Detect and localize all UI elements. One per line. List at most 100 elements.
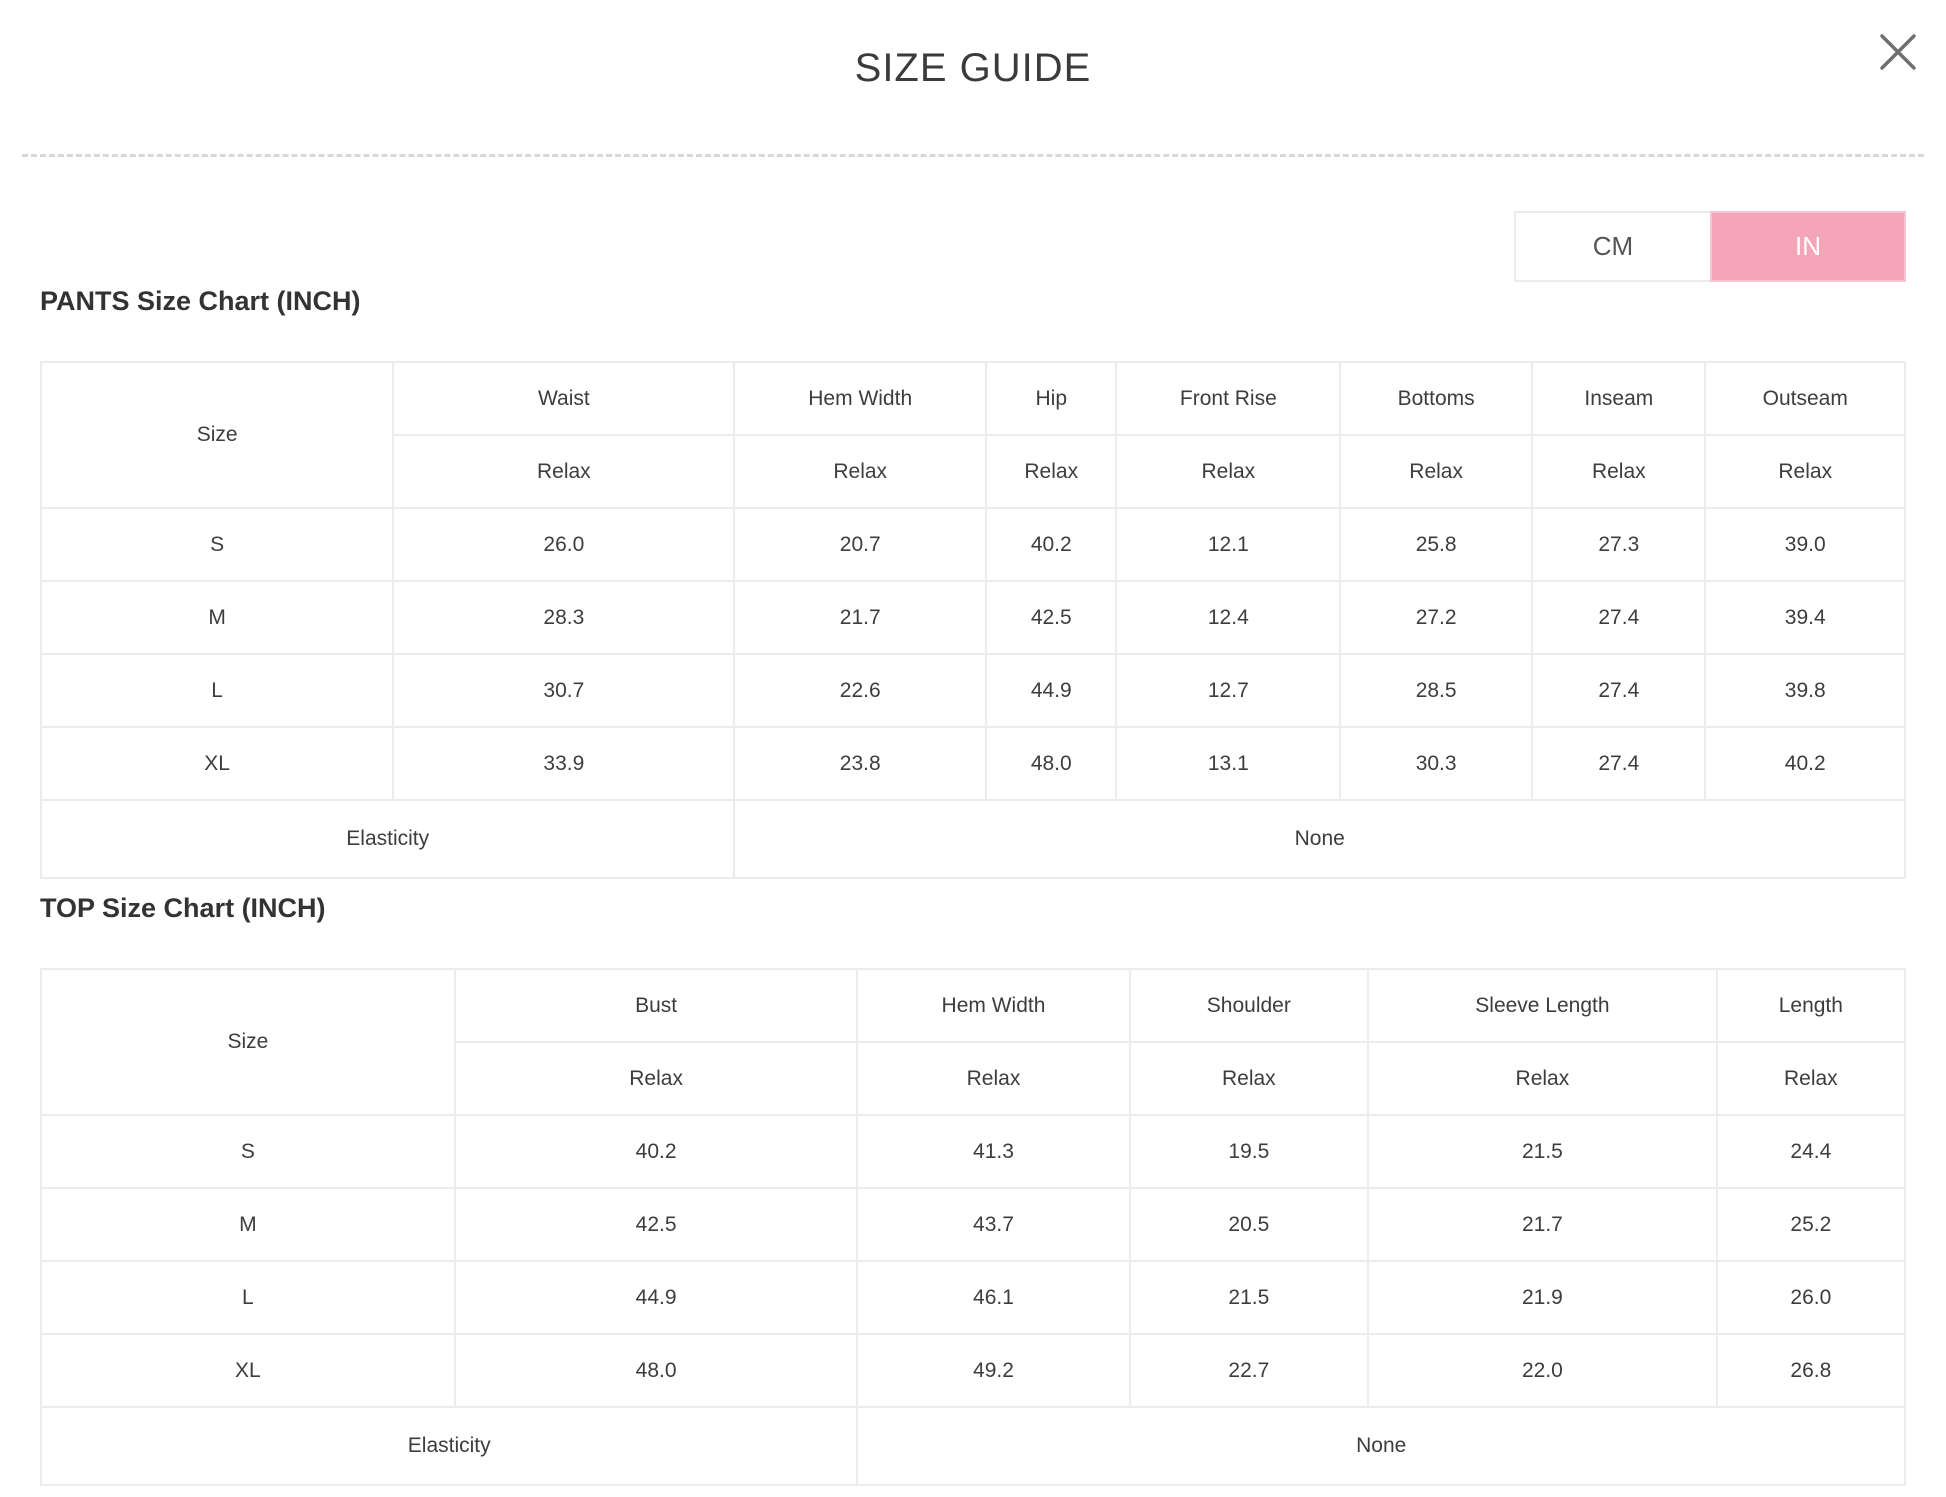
value-cell: 46.1 bbox=[856, 1260, 1131, 1335]
col-header-waist: Waist bbox=[392, 361, 736, 436]
top-header-row: Size Bust Hem Width Shoulder Sleeve Leng… bbox=[40, 968, 1907, 1116]
sub-header-cell: Relax bbox=[1128, 1041, 1370, 1116]
sub-header-cell: Relax bbox=[1704, 434, 1906, 509]
value-cell: 22.6 bbox=[733, 653, 988, 728]
sub-header-cell: Relax bbox=[733, 434, 988, 509]
unit-toggle-row: CM IN bbox=[40, 211, 1906, 282]
value-cell: 30.3 bbox=[1339, 726, 1534, 801]
close-icon bbox=[1870, 34, 1926, 83]
value-cell: 21.5 bbox=[1128, 1260, 1370, 1335]
elasticity-row: Elasticity None bbox=[39, 1406, 1906, 1486]
value-cell: 28.5 bbox=[1339, 653, 1534, 728]
size-cell: M bbox=[39, 580, 395, 655]
top-chart-heading: TOP Size Chart (INCH) bbox=[40, 893, 326, 923]
table-row: S 26.0 20.7 40.2 12.1 25.8 27.3 39.0 bbox=[39, 507, 1906, 582]
col-header-size: Size bbox=[39, 361, 395, 509]
unit-toggle: CM IN bbox=[1514, 211, 1906, 282]
elasticity-label-cell: Elasticity bbox=[39, 1406, 859, 1486]
value-cell: 22.0 bbox=[1367, 1333, 1718, 1408]
value-cell: 39.0 bbox=[1704, 507, 1906, 582]
size-cell: XL bbox=[39, 726, 395, 801]
size-cell: S bbox=[40, 1114, 456, 1189]
value-cell: 28.3 bbox=[392, 580, 736, 655]
value-cell: 27.2 bbox=[1339, 580, 1534, 655]
value-cell: 39.4 bbox=[1704, 580, 1906, 655]
value-cell: 21.5 bbox=[1367, 1114, 1718, 1189]
col-header-front-rise: Front Rise bbox=[1115, 361, 1342, 436]
table-row: S 40.2 41.3 19.5 21.5 24.4 bbox=[40, 1114, 1907, 1189]
value-cell: 43.7 bbox=[856, 1187, 1131, 1262]
top-subheader-row: Relax Relax Relax Relax Relax bbox=[41, 1041, 1907, 1116]
col-header-sleeve-length: Sleeve Length bbox=[1367, 968, 1718, 1043]
table-row: XL 48.0 49.2 22.7 22.0 26.8 bbox=[40, 1333, 1907, 1408]
table-row: L 30.7 22.6 44.9 12.7 28.5 27.4 39.8 bbox=[39, 653, 1906, 728]
table-row: L 44.9 46.1 21.5 21.9 26.0 bbox=[40, 1260, 1907, 1335]
modal-content: CM IN PANTS Size Chart (INCH) Size Waist… bbox=[39, 211, 1907, 1486]
value-cell: 44.9 bbox=[985, 653, 1118, 728]
value-cell: 42.5 bbox=[985, 580, 1118, 655]
value-cell: 27.4 bbox=[1531, 580, 1707, 655]
close-button[interactable] bbox=[1870, 24, 1926, 80]
value-cell: 21.9 bbox=[1367, 1260, 1718, 1335]
value-cell: 12.4 bbox=[1115, 580, 1342, 655]
value-cell: 48.0 bbox=[985, 726, 1118, 801]
col-header-inseam: Inseam bbox=[1531, 361, 1707, 436]
size-cell: S bbox=[39, 507, 395, 582]
sub-header-cell: Relax bbox=[985, 434, 1118, 509]
col-header-hem-width: Hem Width bbox=[856, 968, 1131, 1043]
col-header-hip: Hip bbox=[985, 361, 1118, 436]
col-header-length: Length bbox=[1715, 968, 1907, 1043]
col-header-hem-width: Hem Width bbox=[733, 361, 988, 436]
elasticity-label-cell: Elasticity bbox=[39, 799, 736, 879]
value-cell: 40.2 bbox=[985, 507, 1118, 582]
value-cell: 27.4 bbox=[1531, 726, 1707, 801]
sub-header-cell: Relax bbox=[392, 434, 736, 509]
elasticity-value-cell: None bbox=[856, 1406, 1906, 1486]
size-cell: L bbox=[40, 1260, 456, 1335]
value-cell: 26.8 bbox=[1715, 1333, 1907, 1408]
value-cell: 26.0 bbox=[1715, 1260, 1907, 1335]
sub-header-cell: Relax bbox=[1367, 1041, 1718, 1116]
value-cell: 12.1 bbox=[1115, 507, 1342, 582]
value-cell: 40.2 bbox=[453, 1114, 859, 1189]
value-cell: 21.7 bbox=[733, 580, 988, 655]
value-cell: 20.5 bbox=[1128, 1187, 1370, 1262]
size-cell: L bbox=[39, 653, 395, 728]
elasticity-value-cell: None bbox=[733, 799, 1906, 879]
value-cell: 27.3 bbox=[1531, 507, 1707, 582]
table-row: M 42.5 43.7 20.5 21.7 25.2 bbox=[40, 1187, 1907, 1262]
sub-header-cell: Relax bbox=[1339, 434, 1534, 509]
table-row: XL 33.9 23.8 48.0 13.1 30.3 27.4 40.2 bbox=[39, 726, 1906, 801]
value-cell: 33.9 bbox=[392, 726, 736, 801]
dashed-divider bbox=[22, 154, 1924, 157]
sub-header-cell: Relax bbox=[1115, 434, 1342, 509]
sub-header-cell: Relax bbox=[453, 1041, 859, 1116]
col-header-bust: Bust bbox=[453, 968, 859, 1043]
size-cell: M bbox=[40, 1187, 456, 1262]
value-cell: 27.4 bbox=[1531, 653, 1707, 728]
value-cell: 22.7 bbox=[1128, 1333, 1370, 1408]
top-size-table: Size Bust Hem Width Shoulder Sleeve Leng… bbox=[39, 968, 1907, 1486]
pants-header-row: Size Waist Hem Width Hip Front Rise Bott… bbox=[39, 361, 1906, 509]
value-cell: 41.3 bbox=[856, 1114, 1131, 1189]
col-header-bottoms: Bottoms bbox=[1339, 361, 1534, 436]
sub-header-cell: Relax bbox=[1715, 1041, 1907, 1116]
sub-header-cell: Relax bbox=[1531, 434, 1707, 509]
col-header-size: Size bbox=[40, 968, 456, 1116]
sub-header-cell: Relax bbox=[856, 1041, 1131, 1116]
value-cell: 20.7 bbox=[733, 507, 988, 582]
value-cell: 39.8 bbox=[1704, 653, 1906, 728]
value-cell: 44.9 bbox=[453, 1260, 859, 1335]
unit-cm-button[interactable]: CM bbox=[1514, 211, 1710, 282]
value-cell: 24.4 bbox=[1715, 1114, 1907, 1189]
value-cell: 42.5 bbox=[453, 1187, 859, 1262]
pants-chart-heading: PANTS Size Chart (INCH) bbox=[40, 286, 361, 316]
pants-size-table: Size Waist Hem Width Hip Front Rise Bott… bbox=[39, 361, 1906, 879]
value-cell: 30.7 bbox=[392, 653, 736, 728]
size-cell: XL bbox=[40, 1333, 456, 1408]
unit-in-button[interactable]: IN bbox=[1710, 211, 1906, 282]
value-cell: 21.7 bbox=[1367, 1187, 1718, 1262]
value-cell: 49.2 bbox=[856, 1333, 1131, 1408]
col-header-shoulder: Shoulder bbox=[1128, 968, 1370, 1043]
